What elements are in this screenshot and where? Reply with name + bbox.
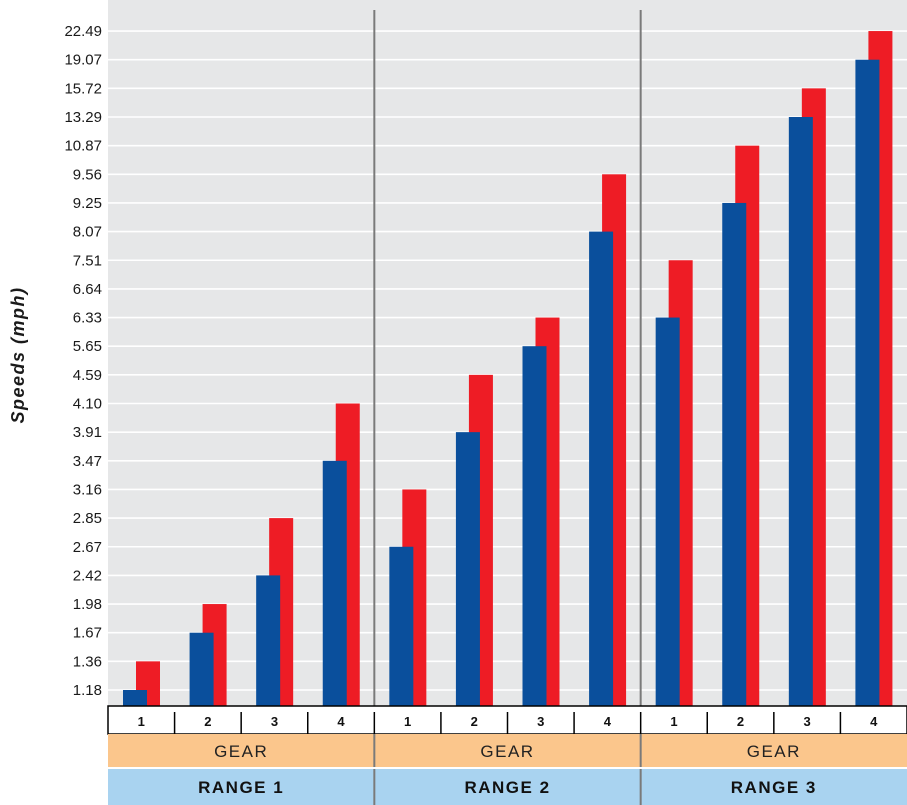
y-tick-label: 2.67	[73, 539, 102, 556]
gear-number-label: 1	[138, 714, 145, 729]
bar-series-1	[788, 117, 813, 706]
gear-number-label: 1	[670, 714, 677, 729]
y-tick-label: 3.47	[73, 453, 102, 470]
gear-number-label: 2	[471, 714, 478, 729]
y-tick-label: 6.64	[73, 281, 102, 298]
gear-number-label: 3	[804, 714, 811, 729]
y-axis-title: Speeds (mph)	[8, 286, 28, 423]
y-tick-label: 3.16	[73, 481, 102, 498]
y-axis-ticks: 1.18 1.36 1.67 1.98 2.42 2.67 2.85 3.16 3.47 3.91…	[64, 23, 102, 699]
bar-series-1	[256, 575, 281, 706]
plot-background	[108, 0, 907, 706]
range-dividers	[373, 10, 642, 706]
bar-series-1	[522, 346, 547, 706]
range-label: RANGE 3	[731, 778, 817, 797]
y-tick-label: 1.36	[73, 653, 102, 670]
bar-series-1	[189, 632, 214, 706]
bar-series-1	[322, 460, 347, 706]
gear-number-label: 2	[204, 714, 211, 729]
x-axis-footer: 1 2 3 4 1 2 3 4 1 2 3 4 GEAR RANGE 1 GEAR RANGE 2 GEAR RA…	[107, 705, 907, 805]
y-tick-label: 1.67	[73, 625, 102, 642]
y-tick-label: 8.07	[73, 224, 102, 241]
bar-series-1	[655, 317, 680, 706]
bar-series-1	[589, 231, 614, 706]
y-tick-label: 1.18	[73, 682, 102, 699]
y-tick-label: 9.56	[73, 166, 102, 183]
y-tick-label: 1.98	[73, 596, 102, 613]
y-tick-label: 6.33	[73, 310, 102, 327]
y-tick-label: 4.59	[73, 367, 102, 384]
gear-band-label: GEAR	[480, 742, 534, 761]
y-tick-label: 2.42	[73, 567, 102, 584]
y-tick-label: 7.51	[73, 252, 102, 269]
y-tick-label: 4.10	[73, 396, 102, 413]
gridlines	[108, 30, 907, 691]
bar-series-1	[123, 690, 147, 706]
y-tick-label: 5.65	[73, 338, 102, 355]
y-tick-label: 9.25	[73, 195, 102, 212]
y-tick-label: 15.72	[64, 80, 102, 97]
range-band	[108, 768, 907, 805]
range-label: RANGE 1	[198, 778, 284, 797]
gear-number-label: 4	[337, 714, 345, 729]
y-tick-label: 22.49	[64, 23, 102, 40]
range-label: RANGE 2	[464, 778, 550, 797]
bars	[123, 31, 893, 707]
gear-number-label: 1	[404, 714, 411, 729]
y-tick-label: 3.91	[73, 424, 102, 441]
gear-number-label: 3	[537, 714, 544, 729]
gear-band	[108, 734, 907, 768]
bar-series-1	[455, 432, 480, 706]
gear-number-label: 4	[870, 714, 878, 729]
bar-series-1	[722, 202, 747, 706]
bar-series-1	[389, 546, 414, 706]
y-tick-label: 13.29	[64, 109, 102, 126]
gear-number-label: 2	[737, 714, 744, 729]
gear-band-label: GEAR	[214, 742, 268, 761]
y-tick-label: 19.07	[64, 52, 102, 69]
gear-number-label: 3	[271, 714, 278, 729]
bar-series-1	[855, 59, 880, 706]
gear-band-label: GEAR	[747, 742, 801, 761]
y-tick-label: 2.85	[73, 510, 102, 527]
gear-number-label: 4	[604, 714, 612, 729]
y-tick-label: 10.87	[64, 138, 102, 155]
